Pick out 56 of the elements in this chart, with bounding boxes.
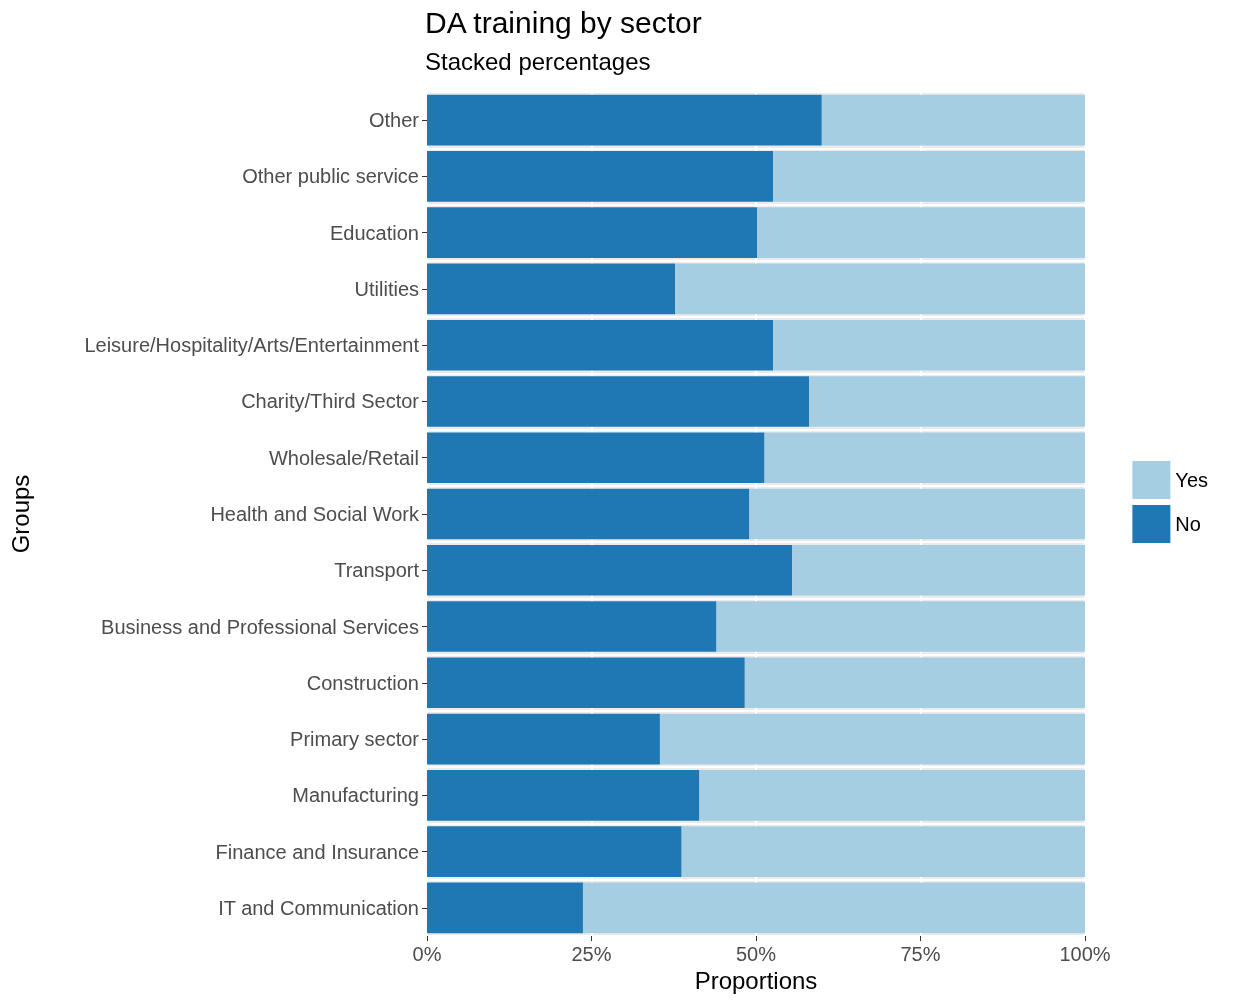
x-tick-label: 75% — [900, 943, 941, 965]
y-tick-label: Health and Social Work — [210, 503, 420, 525]
x-tick-label: 25% — [571, 943, 612, 965]
y-tick-label: Primary sector — [290, 728, 420, 751]
bar — [427, 882, 583, 934]
bar — [427, 657, 745, 709]
bar — [749, 488, 1085, 540]
x-tick-label: 100% — [1059, 943, 1111, 965]
bar — [427, 826, 682, 877]
bar — [427, 263, 676, 315]
y-axis-title: Groups — [6, 474, 34, 554]
bar — [773, 151, 1085, 202]
bar — [757, 207, 1085, 258]
x-axis-title: Proportions — [694, 967, 818, 995]
y-tick-label: Other — [368, 109, 420, 132]
y-tick-label: Utilities — [354, 277, 419, 300]
bar — [427, 151, 774, 202]
chart-subtitle: Stacked percentages — [425, 47, 651, 75]
bar — [427, 488, 750, 540]
bar — [427, 432, 765, 484]
bar — [716, 601, 1085, 652]
bar — [427, 94, 822, 146]
bar — [699, 770, 1085, 821]
y-tick-label: Leisure/Hospitality/Arts/Entertainment — [84, 334, 420, 357]
bar — [809, 376, 1085, 427]
legend-label: No — [1175, 513, 1201, 535]
y-tick-label: Construction — [306, 671, 419, 694]
y-tick-label: IT and Communication — [218, 896, 419, 919]
y-tick-label: Manufacturing — [292, 784, 419, 807]
bar — [427, 376, 810, 427]
x-tick-label: 50% — [735, 943, 777, 965]
y-tick-label: Education — [330, 221, 419, 244]
bar — [744, 657, 1085, 709]
y-tick-label: Business and Professional Services — [101, 615, 419, 638]
bar — [427, 770, 700, 821]
bar — [675, 263, 1085, 315]
chart-title: DA training by sector — [425, 5, 702, 39]
y-tick-label: Transport — [334, 559, 420, 582]
y-tick-label: Wholesale/Retail — [268, 446, 419, 469]
bar — [821, 94, 1085, 146]
bar — [792, 544, 1085, 596]
y-tick-label: Other public service — [242, 165, 419, 188]
bar — [659, 713, 1085, 765]
y-tick-label: Charity/Third Sector — [241, 390, 420, 413]
bar — [764, 432, 1085, 484]
y-tick-label: Finance and Insurance — [215, 840, 419, 863]
x-tick-label: 0% — [412, 943, 442, 965]
bar — [427, 601, 717, 652]
bar — [427, 713, 660, 765]
legend-label: Yes — [1175, 469, 1209, 491]
bar — [582, 882, 1085, 934]
bar — [773, 319, 1085, 371]
bar — [427, 319, 774, 371]
bar — [427, 544, 793, 596]
bar — [427, 207, 758, 258]
bar — [681, 826, 1085, 877]
